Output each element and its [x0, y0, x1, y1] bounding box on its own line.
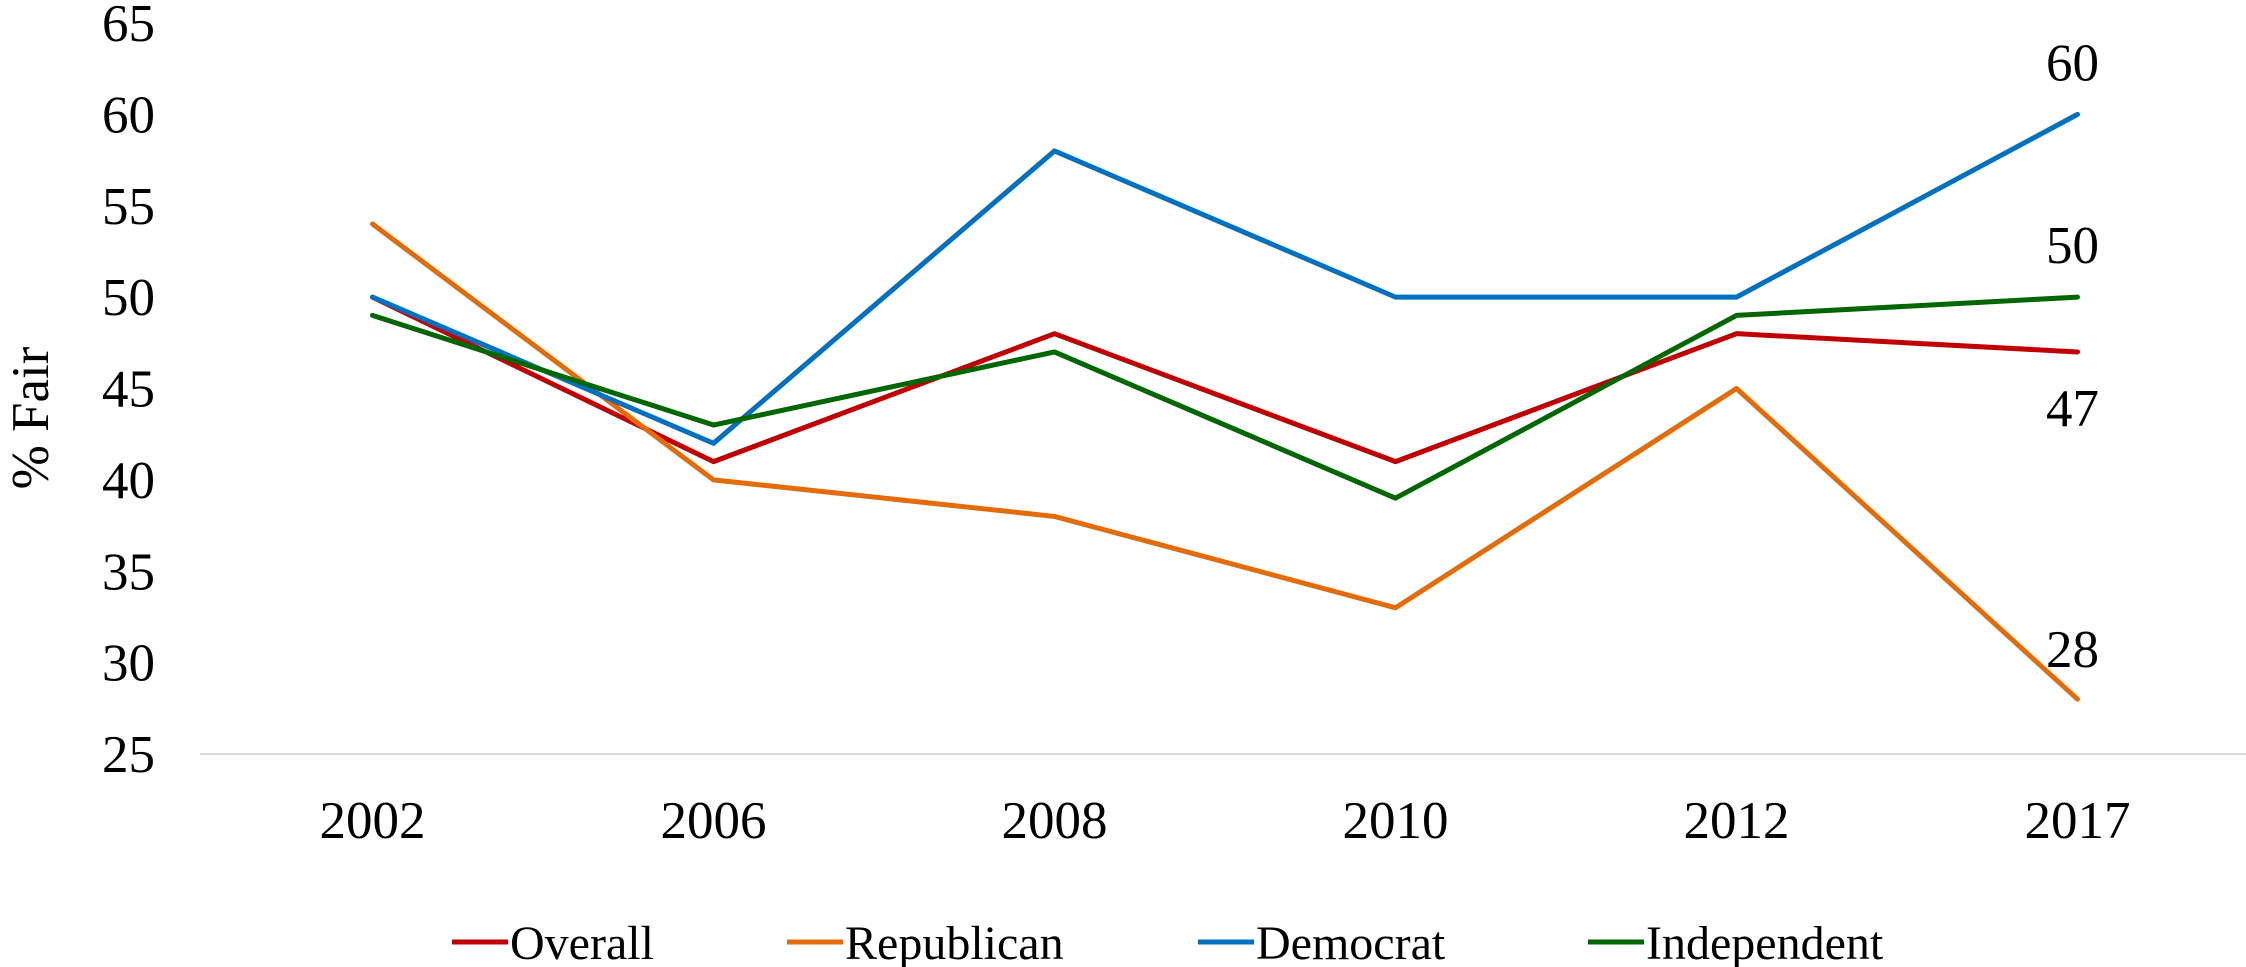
legend-label-overall: Overall [510, 917, 654, 967]
x-axis-ticks: 2002 2006 2008 2010 2012 2017 [320, 792, 2131, 850]
data-label-independent: 50 [2046, 217, 2099, 275]
data-label-democrat: 60 [2046, 34, 2099, 92]
x-tick-label: 2017 [2025, 792, 2131, 850]
y-tick-label: 30 [102, 635, 155, 693]
y-axis-ticks: 25 30 35 40 45 50 55 60 65 [102, 0, 155, 784]
series-line-democrat [370, 111, 2080, 446]
legend-label-democrat: Democrat [1256, 917, 1446, 967]
legend-label-republican: Republican [845, 917, 1064, 967]
x-tick-label: 2010 [1343, 792, 1449, 850]
series-line-overall [370, 294, 2080, 465]
y-tick-label: 50 [102, 269, 155, 327]
data-label-republican: 28 [2046, 621, 2099, 679]
y-tick-label: 60 [102, 86, 155, 144]
y-tick-label: 40 [102, 452, 155, 510]
data-label-overall: 47 [2046, 380, 2099, 438]
series-line-republican [370, 221, 2080, 702]
y-tick-label: 45 [102, 361, 155, 419]
x-tick-label: 2012 [1684, 792, 1790, 850]
x-tick-label: 2002 [320, 792, 426, 850]
series-lines [370, 111, 2080, 702]
end-data-labels: 47 28 60 50 [2046, 34, 2099, 679]
x-tick-label: 2008 [1002, 792, 1108, 850]
legend: Overall Republican Democrat Independent [452, 917, 1884, 967]
y-tick-label: 55 [102, 178, 155, 236]
legend-label-independent: Independent [1646, 917, 1884, 967]
y-tick-label: 35 [102, 543, 155, 601]
y-axis-title: % Fair [2, 346, 60, 489]
y-tick-label: 65 [102, 0, 155, 53]
x-tick-label: 2006 [661, 792, 767, 850]
y-tick-label: 25 [102, 726, 155, 784]
series-line-independent [370, 294, 2080, 501]
